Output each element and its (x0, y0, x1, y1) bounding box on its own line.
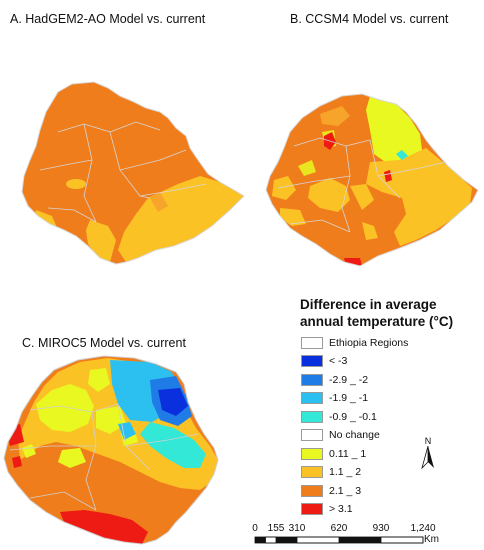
legend-label: Ethiopia Regions (329, 336, 409, 349)
legend-swatch (301, 355, 323, 367)
legend-item: -1.9 _ -1 (301, 391, 368, 406)
legend-item: 2.1 _ 3 (301, 483, 361, 498)
legend-item: Ethiopia Regions (301, 335, 408, 350)
legend-label: -0.9 _ -0.1 (329, 410, 377, 423)
legend-title: Difference in average annual temperature… (300, 297, 454, 329)
north-arrow-icon (421, 445, 434, 470)
legend-item: -0.9 _ -0.1 (301, 409, 377, 424)
legend-label: < -3 (329, 355, 348, 367)
scale-tick-label: 620 (330, 523, 348, 534)
panel-a-title: A. HadGEM2-AO Model vs. current (10, 12, 206, 26)
panel-c-title: C. MIROC5 Model vs. current (22, 336, 186, 350)
legend-swatch (301, 392, 323, 404)
scale-bar: 0 155 310 620 930 1,240 Km (252, 523, 482, 547)
panel-b-title: B. CCSM4 Model vs. current (290, 12, 449, 26)
north-label: N (424, 436, 432, 446)
legend-label: 1.1 _ 2 (329, 466, 362, 478)
legend-item: 1.1 _ 2 (301, 465, 361, 480)
legend-label: 2.1 _ 3 (329, 484, 362, 497)
scale-tick-label: 0 (252, 523, 258, 534)
legend-label: -2.9 _ -2 (329, 373, 369, 386)
map-ccsm4 (265, 93, 479, 267)
scale-bar-graphic (254, 536, 424, 544)
legend-item: No change (301, 428, 380, 443)
legend-swatch (301, 484, 323, 497)
map-hadgem2-ao (21, 81, 245, 265)
legend-swatch (301, 336, 323, 349)
legend-swatch (301, 503, 323, 515)
scale-tick-label: 155 (267, 523, 285, 534)
north-arrow: N (420, 436, 436, 470)
legend-item: -2.9 _ -2 (301, 372, 368, 387)
legend-swatch (301, 466, 323, 478)
scale-tick-label: 1,240 (410, 523, 436, 534)
scale-tick-label: 310 (288, 523, 306, 534)
map-miroc5 (3, 355, 219, 545)
legend-swatch (301, 410, 323, 423)
legend-label: 0.11 _ 1 (329, 447, 367, 460)
legend-label: No change (329, 429, 380, 441)
legend-item: 0.11 _ 1 (301, 446, 366, 461)
legend-swatch (301, 429, 323, 441)
scale-tick-label: 930 (372, 523, 390, 534)
legend-swatch (301, 373, 323, 386)
legend-label: -1.9 _ -1 (329, 392, 369, 404)
legend-item: < -3 (301, 354, 347, 369)
scale-unit: Km (424, 534, 439, 545)
legend-label: > 3.1 (329, 503, 353, 515)
legend-swatch (301, 447, 323, 460)
legend-item: > 3.1 (301, 502, 353, 517)
